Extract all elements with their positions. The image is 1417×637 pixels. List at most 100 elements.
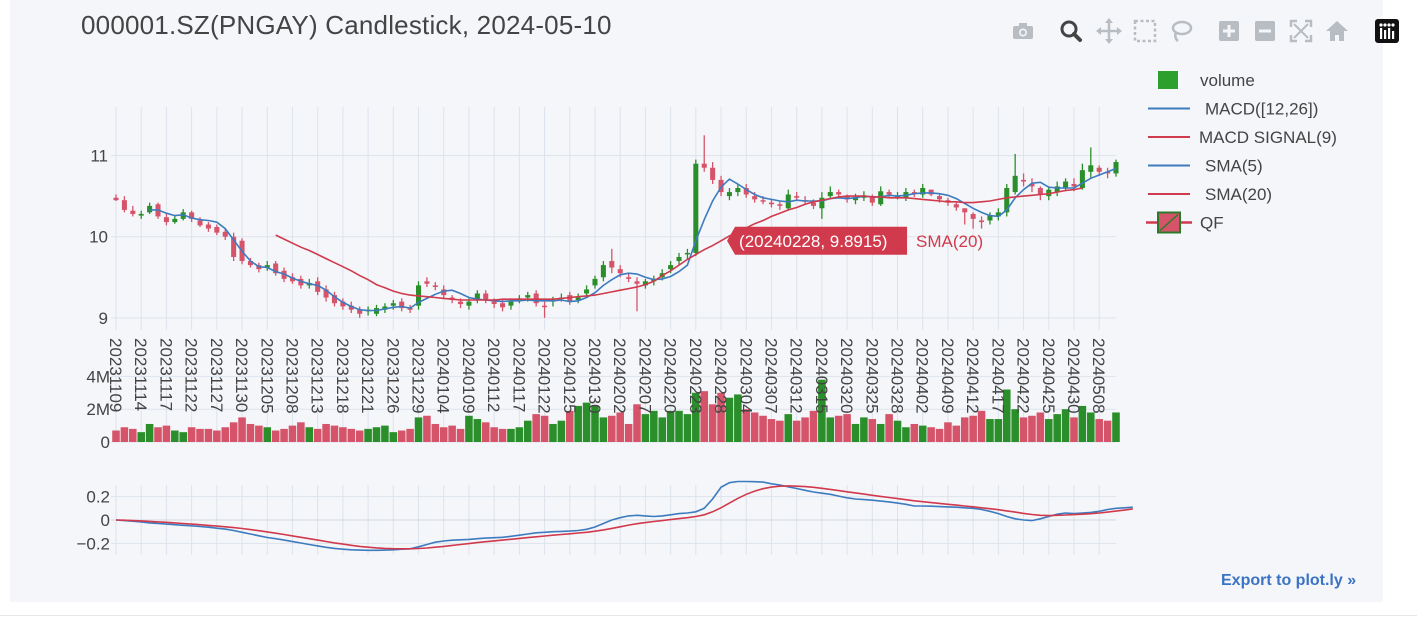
volume-bar — [448, 425, 456, 442]
candle-body — [777, 204, 783, 206]
legend-item-qf[interactable]: QF — [1146, 211, 1224, 234]
volume-bar — [523, 420, 532, 442]
date-xtick-label: 20240417 — [988, 338, 1007, 414]
date-xtick-label: 20240402 — [913, 338, 932, 414]
candle-body — [432, 285, 438, 287]
volume-bar — [490, 427, 498, 442]
candle-body — [247, 261, 253, 266]
volume-bar — [1061, 409, 1070, 442]
candle-body — [743, 188, 749, 195]
camera-icon[interactable] — [1008, 16, 1038, 46]
volume-bar — [1011, 409, 1019, 442]
candle-body — [172, 218, 178, 223]
volume-bar — [717, 392, 725, 442]
legend: volume MACD([12,26]) MACD SIGNAL(9) SMA(5) S… — [1146, 71, 1337, 234]
pan-icon[interactable] — [1094, 16, 1124, 46]
volume-bar — [977, 410, 986, 442]
candle-body — [878, 191, 884, 205]
volume-bar — [918, 425, 927, 442]
volume-bar — [1078, 405, 1087, 442]
legend-item-macd-signal-9[interactable]: MACD SIGNAL(9) — [1148, 128, 1337, 147]
date-xtick-label: 20240307 — [761, 338, 780, 414]
volume-bar — [591, 405, 599, 442]
candle-body — [676, 256, 682, 262]
candle-body — [458, 301, 464, 305]
candle-body — [222, 231, 228, 237]
volume-bar — [666, 410, 675, 442]
volume-bar — [969, 415, 977, 442]
volume-bar — [339, 427, 347, 442]
plotly-logo-icon[interactable] — [1372, 16, 1402, 46]
candle-body — [113, 197, 119, 201]
sma5-line — [149, 167, 1117, 312]
candle-body — [735, 188, 741, 193]
volume-bar — [557, 420, 566, 442]
volume-bar — [952, 425, 961, 442]
date-xtick-label: 20240422 — [1014, 338, 1033, 414]
legend-item-sma-5[interactable]: SMA(5) — [1148, 157, 1263, 176]
volume-bar — [834, 415, 843, 442]
volume-bar — [843, 414, 851, 442]
volume-bar — [994, 419, 1003, 442]
candle-body — [323, 289, 329, 298]
date-xtick-label: 20240125 — [560, 338, 579, 414]
candle-body — [491, 301, 497, 305]
volume-bar — [330, 425, 339, 442]
autoscale-icon[interactable] — [1286, 16, 1316, 46]
candle-body — [1113, 162, 1119, 174]
candle-body — [819, 197, 825, 209]
volume-bar — [129, 428, 137, 442]
legend-item-sma-20[interactable]: SMA(20) — [1148, 185, 1272, 204]
zoom-icon[interactable] — [1056, 16, 1086, 46]
candle-body — [920, 188, 926, 195]
candle-body — [500, 303, 506, 308]
volume-bar — [229, 422, 238, 442]
candle-body — [1046, 189, 1052, 197]
candle-body — [634, 281, 640, 284]
volume-bar — [162, 425, 171, 442]
volume-bar — [381, 425, 389, 442]
volume-bar — [675, 410, 683, 442]
candle-body — [953, 204, 959, 208]
legend-item-volume[interactable]: volume — [1158, 71, 1255, 90]
candle-body — [1054, 186, 1060, 193]
sma20-line — [275, 187, 1083, 301]
candle-body — [214, 226, 220, 233]
zoom-in-icon[interactable] — [1214, 16, 1244, 46]
volume-bar — [204, 428, 213, 442]
candle-body — [626, 277, 632, 279]
volume-bar — [179, 432, 188, 442]
volume-bar — [1036, 412, 1045, 442]
export-to-plotly-link[interactable]: Export to plot.ly » — [1221, 572, 1357, 589]
volume-bar — [986, 419, 994, 442]
volume-bar — [1002, 389, 1011, 442]
volume-bar — [1053, 414, 1061, 442]
candle-body — [1096, 167, 1102, 172]
legend-item-macd-12-26[interactable]: MACD([12,26]) — [1148, 100, 1318, 119]
legend-swatch-diag — [1159, 213, 1179, 232]
candle-body — [911, 192, 917, 194]
candle-body — [794, 196, 800, 198]
volume-bar — [624, 423, 633, 442]
volume-bar — [818, 379, 826, 442]
candle-body — [668, 265, 674, 270]
volume-bar — [1070, 417, 1078, 442]
box-select-icon[interactable] — [1130, 16, 1160, 46]
chart-title: 000001.SZ(PNGAY) Candlestick, 2024-05-10 — [81, 10, 612, 40]
volume-bar — [187, 427, 196, 442]
date-xtick-label: 20240304 — [736, 338, 755, 414]
candle-body — [1004, 188, 1010, 213]
lasso-icon[interactable] — [1166, 16, 1196, 46]
reset-axes-icon[interactable] — [1322, 16, 1352, 46]
volume-bar — [1103, 420, 1112, 442]
candle-body — [1063, 181, 1069, 189]
candle-body — [701, 163, 707, 168]
volume-bar — [397, 430, 406, 442]
date-xtick-label: 20240409 — [938, 338, 957, 414]
zoom-out-icon[interactable] — [1250, 16, 1280, 46]
legend-label: volume — [1200, 71, 1255, 90]
volume-bar — [406, 428, 414, 442]
volume-bar — [616, 412, 624, 442]
price-ytick-label: 10 — [89, 228, 108, 247]
